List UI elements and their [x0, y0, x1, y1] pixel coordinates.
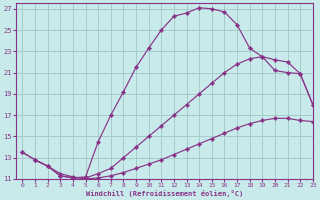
X-axis label: Windchill (Refroidissement éolien,°C): Windchill (Refroidissement éolien,°C): [86, 190, 243, 197]
